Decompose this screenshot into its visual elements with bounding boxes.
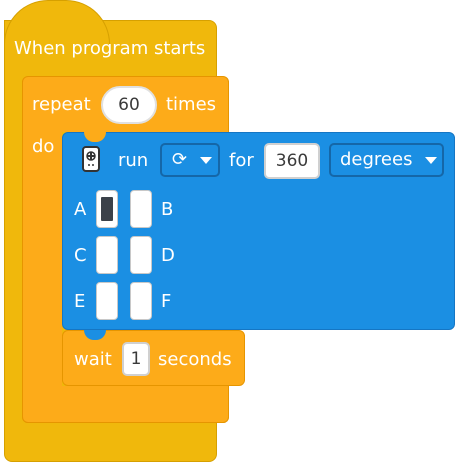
motor-icon — [82, 146, 100, 172]
port-c-slot[interactable] — [96, 236, 118, 274]
port-a-slot[interactable] — [96, 190, 118, 228]
unit-label: degrees — [340, 149, 413, 170]
repeat-footer — [22, 386, 229, 423]
direction-dropdown[interactable]: ⟳ — [160, 143, 220, 177]
port-e-slot[interactable] — [96, 282, 118, 320]
port-label-d: D — [161, 245, 175, 266]
hat-block-label: When program starts — [14, 38, 206, 59]
chevron-down-icon — [200, 157, 212, 164]
times-label: times — [166, 94, 217, 115]
repeat-arm — [22, 132, 62, 388]
port-label-f: F — [161, 291, 172, 312]
port-label-b: B — [161, 199, 174, 220]
repeat-count-input[interactable]: 60 — [101, 86, 157, 124]
port-label-e: E — [74, 291, 86, 312]
wait-block[interactable] — [62, 330, 245, 386]
wait-seconds-input[interactable]: 1 — [122, 342, 150, 376]
wait-label: wait — [74, 349, 112, 370]
block-notch — [84, 132, 106, 142]
amount-input[interactable]: 360 — [264, 143, 320, 179]
run-label: run — [118, 150, 149, 171]
chevron-down-icon — [425, 157, 437, 164]
port-label-a: A — [74, 199, 87, 220]
rotate-clockwise-icon: ⟳ — [172, 149, 188, 170]
port-f-slot[interactable] — [130, 282, 152, 320]
port-d-slot[interactable] — [130, 236, 152, 274]
unit-dropdown[interactable]: degrees — [329, 143, 444, 177]
seconds-label: seconds — [158, 349, 232, 370]
block-notch — [84, 330, 106, 340]
port-label-c: C — [74, 245, 87, 266]
port-b-slot[interactable] — [130, 190, 152, 228]
for-label: for — [229, 150, 254, 171]
repeat-label: repeat — [32, 94, 91, 115]
do-label: do — [32, 136, 55, 157]
